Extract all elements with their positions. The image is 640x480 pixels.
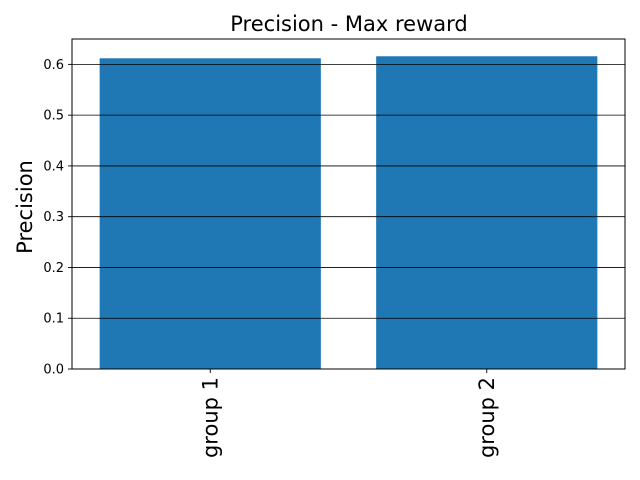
x-tick-label: group 1: [198, 377, 222, 458]
plot-frame: [71, 38, 626, 370]
bar-2: [376, 56, 598, 370]
y-tick-label: 0.3: [43, 210, 64, 225]
y-tick-label: 0.0: [43, 363, 64, 378]
y-axis-label: Precision: [13, 160, 37, 254]
y-ticks: 0.0 0.1 0.2 0.3 0.4 0.5 0.6: [43, 58, 72, 378]
x-ticks: group 1 group 2: [198, 369, 499, 458]
y-tick-label: 0.2: [43, 261, 64, 276]
chart-title: Precision - Max reward: [230, 12, 467, 36]
bar-1: [99, 58, 321, 370]
axes-layer: [71, 38, 626, 370]
y-tick-label: 0.4: [43, 159, 64, 174]
y-tick-label: 0.5: [43, 109, 64, 124]
x-tick-label: group 2: [475, 377, 499, 458]
y-tick-label: 0.1: [43, 312, 64, 327]
grid-layer: [72, 63, 625, 319]
bars-layer: [99, 56, 598, 370]
y-tick-label: 0.6: [43, 58, 64, 73]
